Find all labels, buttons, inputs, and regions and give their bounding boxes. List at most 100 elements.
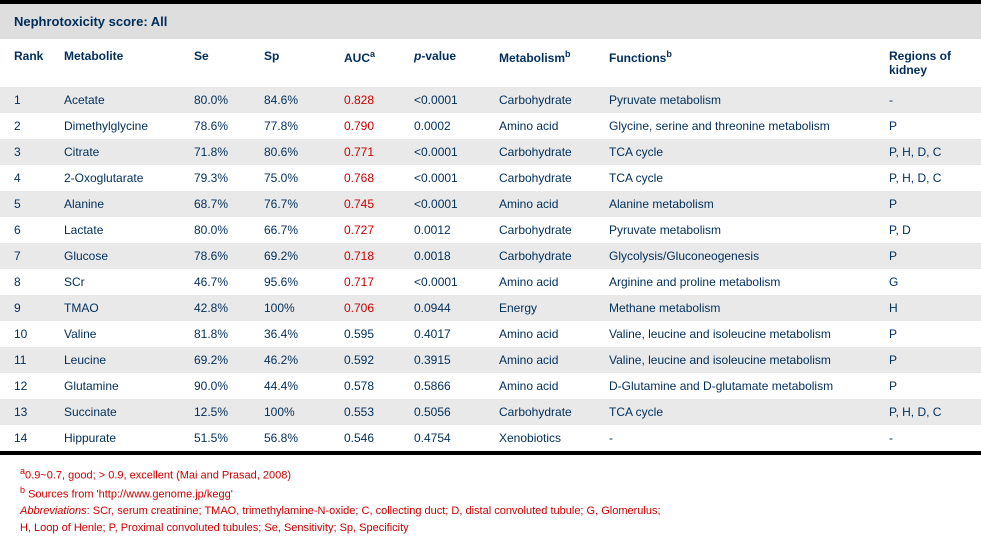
cell-metabolite: Succinate [50, 399, 180, 425]
footnote-b-text: Sources from 'http://www.genome.jp/kegg' [25, 489, 233, 501]
cell-rank: 5 [0, 191, 50, 217]
cell-se: 78.6% [180, 113, 250, 139]
cell-regions: P, H, D, C [875, 165, 981, 191]
col-regions: Regions ofkidney [875, 39, 981, 87]
cell-pvalue: 0.0018 [400, 243, 485, 269]
table-row: 6Lactate80.0%66.7%0.7270.0012Carbohydrat… [0, 217, 981, 243]
cell-se: 68.7% [180, 191, 250, 217]
cell-auc: 0.768 [330, 165, 400, 191]
cell-sp: 100% [250, 399, 330, 425]
cell-regions: P [875, 347, 981, 373]
cell-metabolite: Valine [50, 321, 180, 347]
table-row: 7Glucose78.6%69.2%0.7180.0018Carbohydrat… [0, 243, 981, 269]
table-row: 11Leucine69.2%46.2%0.5920.3915Amino acid… [0, 347, 981, 373]
col-pvalue: p-value [400, 39, 485, 87]
cell-functions: - [595, 425, 875, 451]
cell-functions: TCA cycle [595, 139, 875, 165]
footnote-a: a0.9~0.7, good; > 0.9, excellent (Mai an… [20, 465, 967, 484]
cell-functions: TCA cycle [595, 165, 875, 191]
cell-regions: P [875, 321, 981, 347]
cell-auc: 0.745 [330, 191, 400, 217]
cell-metabolite: Glucose [50, 243, 180, 269]
cell-functions: D-Glutamine and D-glutamate metabolism [595, 373, 875, 399]
cell-metabolism: Carbohydrate [485, 139, 595, 165]
cell-metabolism: Carbohydrate [485, 399, 595, 425]
table-row: 5Alanine68.7%76.7%0.745<0.0001Amino acid… [0, 191, 981, 217]
col-auc-sup: a [370, 49, 375, 59]
cell-auc: 0.578 [330, 373, 400, 399]
cell-pvalue: 0.5056 [400, 399, 485, 425]
table-title: Nephrotoxicity score: All [0, 4, 981, 39]
cell-pvalue: 0.4017 [400, 321, 485, 347]
cell-pvalue: 0.3915 [400, 347, 485, 373]
footnote-b: b Sources from 'http://www.genome.jp/keg… [20, 484, 967, 503]
cell-se: 69.2% [180, 347, 250, 373]
cell-sp: 36.4% [250, 321, 330, 347]
cell-sp: 46.2% [250, 347, 330, 373]
cell-metabolite: Acetate [50, 87, 180, 113]
cell-metabolite: TMAO [50, 295, 180, 321]
cell-regions: P, H, D, C [875, 139, 981, 165]
cell-metabolite: Hippurate [50, 425, 180, 451]
cell-metabolism: Carbohydrate [485, 243, 595, 269]
cell-metabolite: 2-Oxoglutarate [50, 165, 180, 191]
cell-functions: Valine, leucine and isoleucine metabolis… [595, 347, 875, 373]
col-regions-l1: Regions of [889, 49, 951, 63]
col-sp: Sp [250, 39, 330, 87]
cell-rank: 2 [0, 113, 50, 139]
cell-metabolite: Lactate [50, 217, 180, 243]
cell-sp: 44.4% [250, 373, 330, 399]
cell-rank: 14 [0, 425, 50, 451]
cell-sp: 56.8% [250, 425, 330, 451]
table-row: 1Acetate80.0%84.6%0.828<0.0001Carbohydra… [0, 87, 981, 113]
cell-regions: H [875, 295, 981, 321]
cell-sp: 69.2% [250, 243, 330, 269]
cell-se: 71.8% [180, 139, 250, 165]
cell-metabolite: Dimethylglycine [50, 113, 180, 139]
cell-pvalue: <0.0001 [400, 165, 485, 191]
cell-metabolism: Amino acid [485, 373, 595, 399]
footnote-a-text: 0.9~0.7, good; > 0.9, excellent (Mai and… [25, 470, 291, 482]
cell-se: 12.5% [180, 399, 250, 425]
cell-se: 80.0% [180, 87, 250, 113]
cell-functions: Pyruvate metabolism [595, 217, 875, 243]
cell-regions: - [875, 87, 981, 113]
cell-auc: 0.595 [330, 321, 400, 347]
cell-sp: 95.6% [250, 269, 330, 295]
cell-metabolism: Amino acid [485, 321, 595, 347]
cell-rank: 13 [0, 399, 50, 425]
cell-metabolism: Energy [485, 295, 595, 321]
footnotes: a0.9~0.7, good; > 0.9, excellent (Mai an… [0, 455, 981, 548]
cell-functions: Valine, leucine and isoleucine metabolis… [595, 321, 875, 347]
cell-functions: Methane metabolism [595, 295, 875, 321]
cell-sp: 80.6% [250, 139, 330, 165]
cell-auc: 0.771 [330, 139, 400, 165]
cell-se: 90.0% [180, 373, 250, 399]
cell-auc: 0.727 [330, 217, 400, 243]
cell-rank: 12 [0, 373, 50, 399]
table-row: 10Valine81.8%36.4%0.5950.4017Amino acidV… [0, 321, 981, 347]
cell-metabolite: Leucine [50, 347, 180, 373]
cell-metabolism: Carbohydrate [485, 165, 595, 191]
col-metabolism-sup: b [565, 49, 571, 59]
table-row: 14Hippurate51.5%56.8%0.5460.4754Xenobiot… [0, 425, 981, 451]
cell-pvalue: <0.0001 [400, 191, 485, 217]
cell-se: 42.8% [180, 295, 250, 321]
cell-se: 78.6% [180, 243, 250, 269]
abbr-text-1: : SCr, serum creatinine; TMAO, trimethyl… [87, 505, 661, 517]
cell-rank: 11 [0, 347, 50, 373]
table-body: 1Acetate80.0%84.6%0.828<0.0001Carbohydra… [0, 87, 981, 451]
cell-se: 81.8% [180, 321, 250, 347]
table-row: 2Dimethylglycine78.6%77.8%0.7900.0002Ami… [0, 113, 981, 139]
table-container: Nephrotoxicity score: All Rank Metabolit… [0, 0, 981, 548]
col-p-suffix: -value [421, 49, 456, 63]
cell-functions: Pyruvate metabolism [595, 87, 875, 113]
cell-sp: 77.8% [250, 113, 330, 139]
header-row: Rank Metabolite Se Sp AUCa p-value Metab… [0, 39, 981, 87]
cell-auc: 0.706 [330, 295, 400, 321]
col-metabolism-label: Metabolism [499, 51, 565, 65]
col-metabolism: Metabolismb [485, 39, 595, 87]
cell-sp: 100% [250, 295, 330, 321]
cell-regions: P [875, 191, 981, 217]
cell-pvalue: 0.5866 [400, 373, 485, 399]
